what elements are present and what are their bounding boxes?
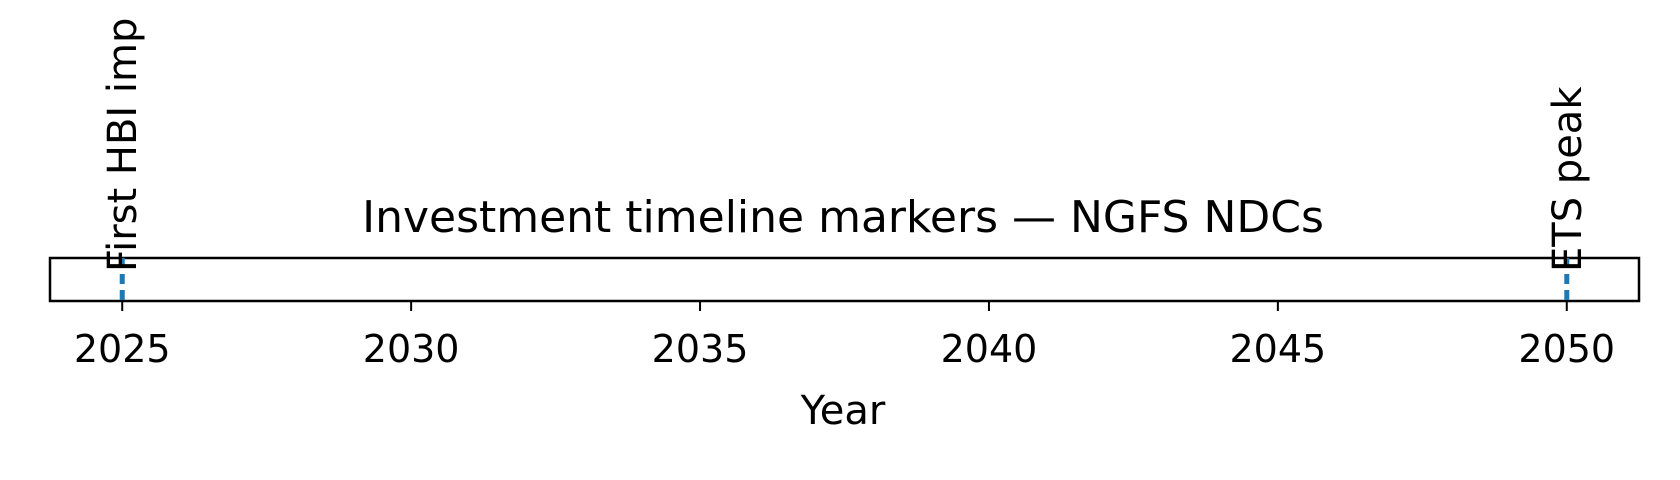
x-tick-label: 2050 — [1518, 327, 1615, 371]
x-axis: 2025 2030 2035 2040 2045 2050 — [74, 301, 1615, 371]
x-tick-label: 2045 — [1230, 327, 1327, 371]
x-tick-label: 2025 — [74, 327, 171, 371]
plot-area-frame — [48, 256, 1641, 303]
x-axis-label: Year — [800, 388, 886, 434]
x-tick-label: 2035 — [652, 327, 749, 371]
x-tick-label: 2030 — [363, 327, 460, 371]
x-tick-label: 2040 — [941, 327, 1038, 371]
chart-title: Investment timeline markers — NGFS NDCs — [362, 192, 1324, 243]
event-marker-label: First HBI imp — [100, 18, 146, 272]
event-marker-label: ETS peak — [1545, 86, 1591, 272]
event-markers: First HBI imp ETS peak — [100, 18, 1591, 301]
